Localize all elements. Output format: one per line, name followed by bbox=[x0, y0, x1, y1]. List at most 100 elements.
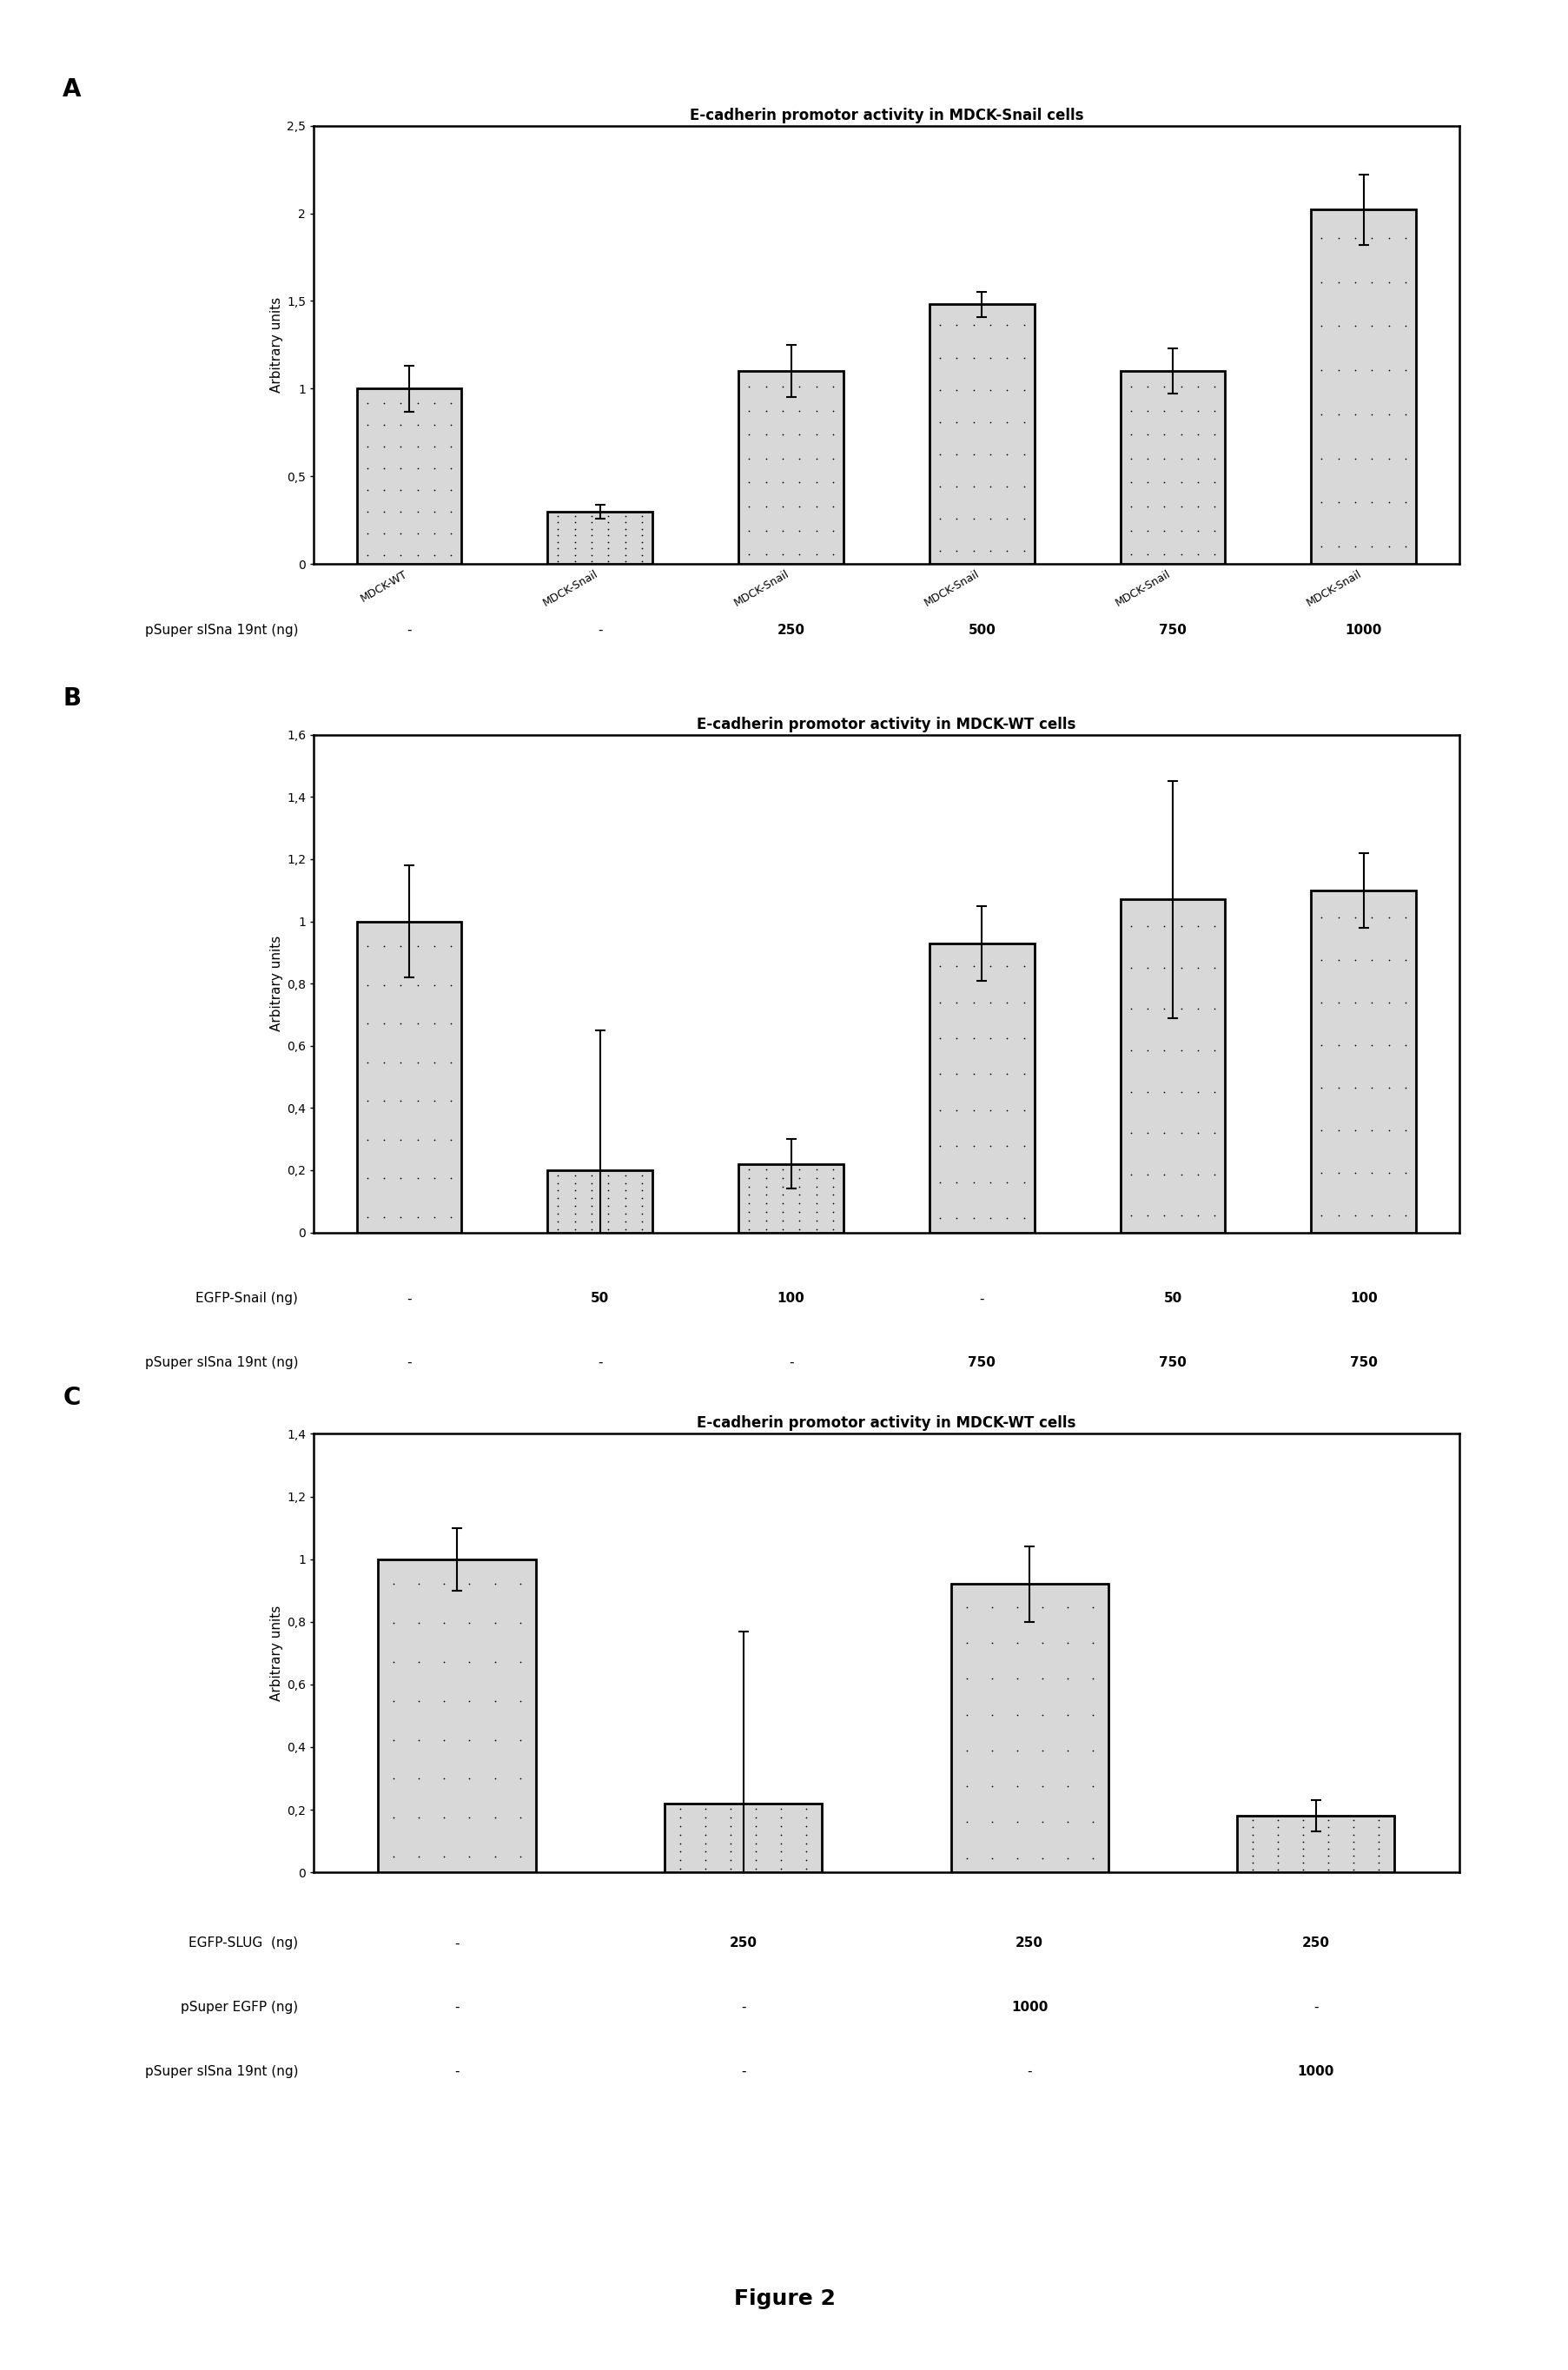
Point bbox=[668, 1825, 693, 1863]
Point bbox=[1308, 984, 1333, 1021]
Point bbox=[1359, 218, 1385, 256]
Point bbox=[1029, 1588, 1054, 1626]
Point bbox=[1168, 465, 1193, 502]
Point bbox=[944, 436, 969, 474]
Point bbox=[1118, 438, 1143, 476]
Point bbox=[1240, 1830, 1265, 1868]
Point bbox=[1359, 483, 1385, 521]
Point bbox=[693, 1815, 718, 1853]
Point bbox=[1342, 308, 1367, 346]
Bar bbox=[1237, 1815, 1394, 1872]
Point bbox=[718, 1815, 743, 1853]
Point bbox=[743, 1789, 768, 1827]
Point bbox=[803, 488, 828, 526]
Point bbox=[613, 510, 638, 547]
Point bbox=[439, 1159, 464, 1197]
Point bbox=[927, 436, 952, 474]
Point bbox=[770, 367, 795, 405]
Point bbox=[1151, 908, 1176, 946]
Point bbox=[768, 1806, 793, 1844]
Point bbox=[1029, 1839, 1054, 1877]
Point bbox=[1185, 391, 1210, 429]
Point bbox=[960, 948, 985, 986]
Point bbox=[1325, 438, 1350, 476]
Point bbox=[405, 450, 430, 488]
Point bbox=[629, 502, 654, 540]
Point bbox=[439, 405, 464, 443]
Point bbox=[1011, 1090, 1036, 1128]
Point bbox=[1185, 948, 1210, 986]
Point bbox=[1201, 512, 1226, 550]
Point bbox=[793, 1825, 818, 1863]
Text: 250: 250 bbox=[729, 1936, 757, 1951]
Point bbox=[439, 384, 464, 422]
Point bbox=[1118, 948, 1143, 986]
Point bbox=[1359, 308, 1385, 346]
Point bbox=[381, 1761, 406, 1799]
Point bbox=[953, 1804, 978, 1841]
Point bbox=[770, 438, 795, 476]
Point bbox=[431, 1837, 456, 1875]
Point bbox=[1290, 1801, 1316, 1839]
Point bbox=[1392, 438, 1417, 476]
Point bbox=[387, 1197, 412, 1235]
Point bbox=[506, 1683, 532, 1721]
Point bbox=[953, 1623, 978, 1661]
Point bbox=[1134, 1157, 1159, 1194]
Point bbox=[1118, 367, 1143, 405]
Point bbox=[1316, 1851, 1341, 1889]
Point bbox=[1366, 1815, 1391, 1853]
Point bbox=[629, 536, 654, 574]
Point bbox=[1151, 536, 1176, 574]
Text: -: - bbox=[597, 1356, 602, 1370]
Point bbox=[1316, 1830, 1341, 1868]
Point bbox=[1168, 908, 1193, 946]
Point bbox=[1079, 1623, 1104, 1661]
Point bbox=[803, 367, 828, 405]
Point bbox=[387, 384, 412, 422]
Point bbox=[1342, 438, 1367, 476]
Point bbox=[668, 1815, 693, 1853]
Point bbox=[1185, 1031, 1210, 1069]
Bar bbox=[1120, 372, 1225, 564]
Point bbox=[944, 403, 969, 441]
Point bbox=[422, 493, 447, 531]
Point bbox=[1201, 1114, 1226, 1152]
Point bbox=[387, 967, 412, 1005]
Text: 250: 250 bbox=[1301, 1936, 1330, 1951]
Point bbox=[1325, 263, 1350, 301]
Point bbox=[481, 1799, 506, 1837]
Point bbox=[977, 403, 1002, 441]
Bar bbox=[356, 389, 461, 564]
Point bbox=[1151, 465, 1176, 502]
Point bbox=[770, 1192, 795, 1230]
Point bbox=[1240, 1801, 1265, 1839]
Point bbox=[944, 984, 969, 1021]
Point bbox=[1392, 308, 1417, 346]
Point bbox=[1359, 263, 1385, 301]
Point bbox=[768, 1825, 793, 1863]
Point bbox=[387, 1005, 412, 1043]
Point bbox=[1118, 1197, 1143, 1235]
Point bbox=[1375, 483, 1400, 521]
Point bbox=[1240, 1851, 1265, 1889]
Point bbox=[596, 510, 621, 547]
Point bbox=[1168, 1114, 1193, 1152]
Text: pSuper slSna 19nt (ng): pSuper slSna 19nt (ng) bbox=[144, 2064, 298, 2078]
Point bbox=[1168, 438, 1193, 476]
Text: 250: 250 bbox=[1014, 1936, 1043, 1951]
Point bbox=[927, 1128, 952, 1166]
Point bbox=[977, 1055, 1002, 1093]
Point bbox=[944, 339, 969, 377]
Point bbox=[1265, 1830, 1290, 1868]
Point bbox=[1201, 488, 1226, 526]
Point bbox=[770, 391, 795, 429]
Point bbox=[735, 1211, 760, 1249]
Point bbox=[787, 1149, 812, 1187]
Point bbox=[960, 1090, 985, 1128]
Text: 100: 100 bbox=[1348, 1292, 1377, 1306]
Point bbox=[944, 1164, 969, 1202]
Y-axis label: Arbitrary units: Arbitrary units bbox=[270, 1604, 284, 1702]
Point bbox=[977, 436, 1002, 474]
Point bbox=[735, 1176, 760, 1213]
